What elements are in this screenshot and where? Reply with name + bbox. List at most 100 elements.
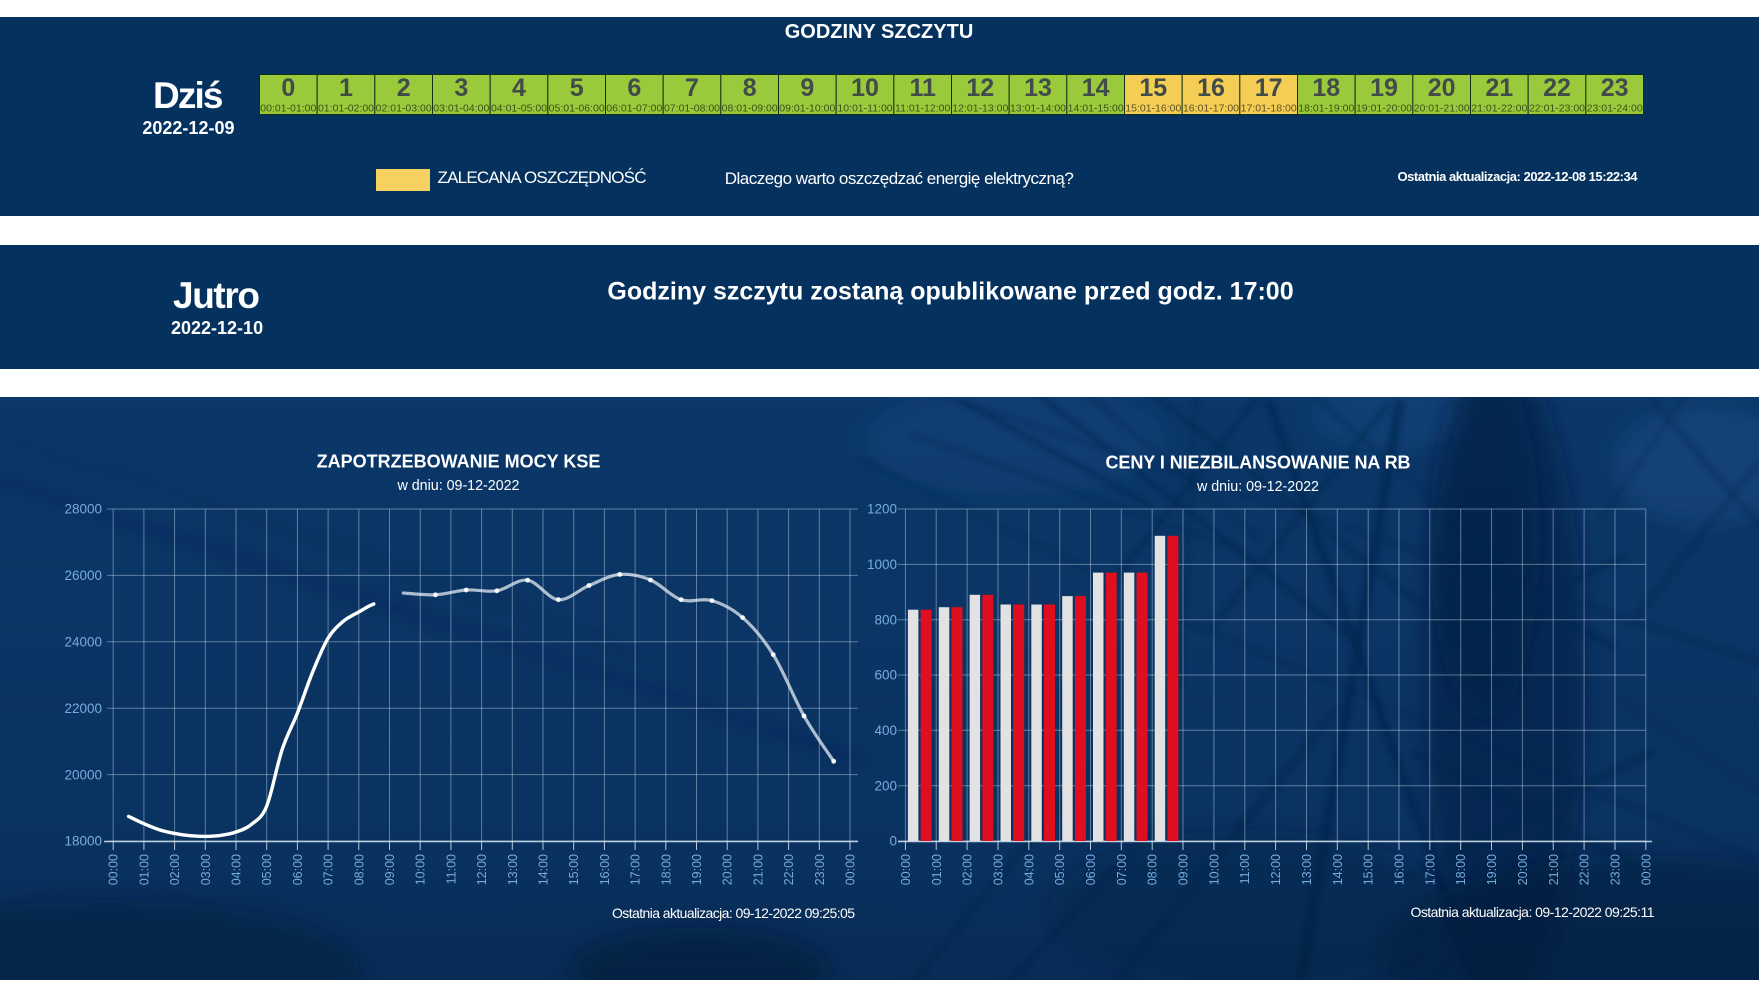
svg-text:21:00: 21:00 — [1547, 854, 1561, 885]
svg-text:24000: 24000 — [64, 635, 102, 650]
svg-text:20:00: 20:00 — [1516, 854, 1530, 885]
svg-text:23:01-24:00: 23:01-24:00 — [1587, 103, 1643, 115]
svg-text:17:00: 17:00 — [629, 854, 643, 885]
svg-text:08:00: 08:00 — [352, 854, 366, 885]
svg-text:05:00: 05:00 — [1053, 854, 1067, 885]
svg-text:22:00: 22:00 — [1578, 854, 1592, 885]
svg-text:16: 16 — [1197, 74, 1225, 102]
svg-text:Dziś: Dziś — [153, 75, 224, 116]
svg-text:13:00: 13:00 — [1300, 854, 1314, 885]
svg-text:15:00: 15:00 — [1362, 854, 1376, 885]
svg-text:14:01-15:00: 14:01-15:00 — [1068, 103, 1124, 115]
svg-text:19:00: 19:00 — [690, 854, 704, 885]
svg-text:6: 6 — [627, 74, 641, 102]
svg-text:10: 10 — [851, 74, 879, 102]
svg-text:08:01-09:00: 08:01-09:00 — [722, 103, 778, 115]
svg-text:00:00: 00:00 — [899, 854, 913, 885]
svg-text:18:00: 18:00 — [1454, 854, 1468, 885]
svg-text:23:00: 23:00 — [1609, 854, 1623, 885]
svg-text:10:00: 10:00 — [414, 854, 428, 885]
svg-text:ZAPOTRZEBOWANIE MOCY KSE: ZAPOTRZEBOWANIE MOCY KSE — [317, 452, 601, 472]
svg-text:15:00: 15:00 — [567, 854, 581, 885]
svg-text:16:00: 16:00 — [1393, 854, 1407, 885]
svg-text:20: 20 — [1428, 74, 1456, 102]
svg-text:22:00: 22:00 — [782, 854, 796, 885]
svg-text:4: 4 — [512, 74, 526, 102]
svg-text:21:01-22:00: 21:01-22:00 — [1471, 103, 1527, 115]
svg-text:00:00: 00:00 — [1639, 854, 1653, 885]
svg-text:12:01-13:00: 12:01-13:00 — [952, 103, 1008, 115]
svg-text:600: 600 — [874, 668, 897, 683]
svg-text:16:01-17:00: 16:01-17:00 — [1183, 103, 1239, 115]
svg-text:07:00: 07:00 — [1115, 854, 1129, 885]
svg-text:03:01-04:00: 03:01-04:00 — [433, 103, 489, 115]
svg-text:06:00: 06:00 — [1084, 854, 1098, 885]
svg-text:08:00: 08:00 — [1146, 854, 1160, 885]
svg-text:22: 22 — [1543, 74, 1571, 102]
svg-text:14:00: 14:00 — [1331, 854, 1345, 885]
svg-text:23:00: 23:00 — [813, 854, 827, 885]
svg-text:w dniu: 09-12-2022: w dniu: 09-12-2022 — [397, 478, 520, 494]
svg-text:17:00: 17:00 — [1423, 854, 1437, 885]
svg-text:00:00: 00:00 — [844, 854, 858, 885]
svg-text:17:01-18:00: 17:01-18:00 — [1241, 103, 1297, 115]
svg-text:w dniu: 09-12-2022: w dniu: 09-12-2022 — [1196, 479, 1319, 495]
svg-text:Jutro: Jutro — [173, 275, 260, 316]
svg-text:9: 9 — [800, 74, 814, 102]
svg-text:10:00: 10:00 — [1207, 854, 1221, 885]
svg-text:Ostatnia aktualizacja: 09-12-2: Ostatnia aktualizacja: 09-12-2022 09:25:… — [612, 905, 855, 921]
svg-text:26000: 26000 — [64, 568, 102, 583]
svg-text:18000: 18000 — [64, 834, 102, 849]
svg-text:2: 2 — [397, 74, 411, 102]
svg-text:04:00: 04:00 — [1022, 854, 1036, 885]
svg-text:23: 23 — [1601, 74, 1629, 102]
svg-text:16:00: 16:00 — [598, 854, 612, 885]
svg-text:Godziny szczytu zostaną opubli: Godziny szczytu zostaną opublikowane prz… — [607, 278, 1293, 306]
svg-text:00:01-01:00: 00:01-01:00 — [260, 103, 316, 115]
svg-text:01:01-02:00: 01:01-02:00 — [318, 103, 374, 115]
svg-text:03:00: 03:00 — [199, 854, 213, 885]
svg-text:13:01-14:00: 13:01-14:00 — [1010, 103, 1066, 115]
svg-text:21: 21 — [1485, 74, 1513, 102]
svg-text:06:01-07:00: 06:01-07:00 — [606, 103, 662, 115]
svg-text:01:00: 01:00 — [137, 854, 151, 885]
svg-text:19: 19 — [1370, 74, 1398, 102]
svg-text:11:01-12:00: 11:01-12:00 — [895, 103, 950, 115]
svg-text:13:00: 13:00 — [506, 854, 520, 885]
svg-text:14:00: 14:00 — [537, 854, 551, 885]
svg-text:19:01-20:00: 19:01-20:00 — [1356, 103, 1412, 115]
svg-text:1000: 1000 — [867, 557, 897, 572]
svg-text:19:00: 19:00 — [1485, 854, 1499, 885]
svg-text:Ostatnia aktualizacja: 09-12-2: Ostatnia aktualizacja: 09-12-2022 09:25:… — [1411, 904, 1655, 920]
svg-text:2022-12-10: 2022-12-10 — [171, 318, 263, 338]
svg-text:15: 15 — [1139, 74, 1167, 102]
svg-text:09:01-10:00: 09:01-10:00 — [779, 103, 835, 115]
svg-text:14: 14 — [1082, 74, 1110, 102]
svg-text:09:00: 09:00 — [1177, 854, 1191, 885]
svg-text:05:01-06:00: 05:01-06:00 — [549, 103, 605, 115]
svg-text:800: 800 — [874, 612, 897, 627]
svg-text:18:00: 18:00 — [659, 854, 673, 885]
svg-text:12:00: 12:00 — [475, 854, 489, 885]
svg-text:15:01-16:00: 15:01-16:00 — [1125, 103, 1181, 115]
svg-text:20000: 20000 — [64, 767, 102, 782]
svg-text:20:00: 20:00 — [721, 854, 735, 885]
svg-text:10:01-11:00: 10:01-11:00 — [837, 103, 892, 115]
svg-text:18:01-19:00: 18:01-19:00 — [1298, 103, 1354, 115]
svg-text:20:01-21:00: 20:01-21:00 — [1414, 103, 1470, 115]
svg-text:0: 0 — [889, 834, 897, 849]
svg-text:02:00: 02:00 — [168, 854, 182, 885]
svg-text:05:00: 05:00 — [260, 854, 274, 885]
svg-text:400: 400 — [874, 723, 897, 738]
svg-text:21:00: 21:00 — [751, 854, 765, 885]
svg-text:ZALECANA OSZCZĘDNOŚĆ: ZALECANA OSZCZĘDNOŚĆ — [438, 168, 647, 187]
svg-text:200: 200 — [874, 778, 897, 793]
svg-text:11: 11 — [909, 74, 936, 102]
svg-text:Dlaczego warto oszczędzać ener: Dlaczego warto oszczędzać energię elektr… — [725, 169, 1074, 188]
svg-text:01:00: 01:00 — [930, 854, 944, 885]
svg-text:02:01-03:00: 02:01-03:00 — [376, 103, 432, 115]
svg-text:0: 0 — [281, 74, 295, 102]
svg-text:11:00: 11:00 — [1238, 854, 1252, 884]
svg-text:7: 7 — [685, 74, 699, 102]
svg-text:07:01-08:00: 07:01-08:00 — [664, 103, 720, 115]
